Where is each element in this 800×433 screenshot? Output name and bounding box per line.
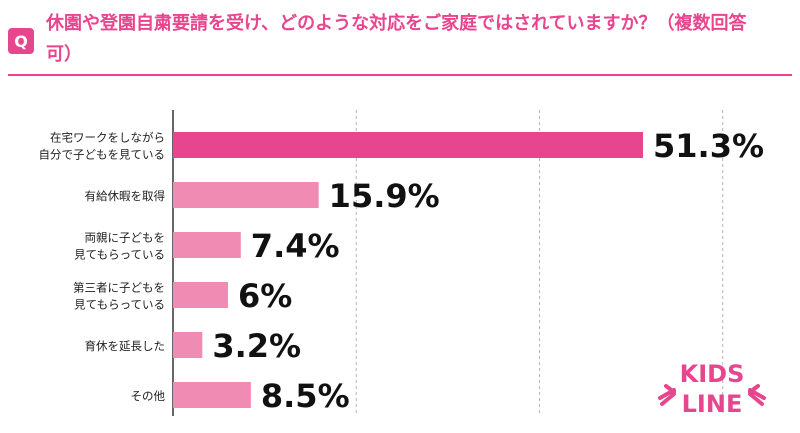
- bar: [173, 382, 251, 408]
- category-label: 両親に子どもを見てもらっている: [74, 231, 165, 262]
- value-label: 7.4%: [251, 227, 340, 265]
- question-header: Q 休園や登園自粛要請を受け、どのような対応をご家庭ではされていますか？（複数回…: [0, 0, 800, 78]
- question-text: 休園や登園自粛要請を受け、どのような対応をご家庭ではされていますか？（複数回答可…: [46, 13, 747, 65]
- bar: [173, 232, 241, 258]
- header-divider: [8, 74, 792, 76]
- question-badge: Q: [8, 28, 34, 54]
- value-label: 3.2%: [212, 327, 301, 365]
- bar: [173, 132, 643, 158]
- value-label: 51.3%: [653, 127, 764, 165]
- category-label: その他: [131, 389, 166, 403]
- logo-text-line1: KIDS: [680, 360, 745, 388]
- category-label: 育休を延長した: [85, 339, 166, 353]
- category-label: 有給休暇を取得: [85, 189, 166, 203]
- category-label: 在宅ワークをしながら自分で子どもを見ている: [39, 131, 166, 162]
- value-label: 6%: [238, 277, 292, 315]
- bar: [173, 282, 228, 308]
- bar: [173, 332, 203, 358]
- value-label: 8.5%: [261, 377, 350, 415]
- value-label: 15.9%: [329, 177, 440, 215]
- category-label: 第三者に子どもを見てもらっている: [73, 281, 165, 312]
- logo-text-line2: LINE: [682, 390, 743, 418]
- kidsline-logo: KIDS LINE: [658, 360, 766, 418]
- bar: [173, 182, 319, 208]
